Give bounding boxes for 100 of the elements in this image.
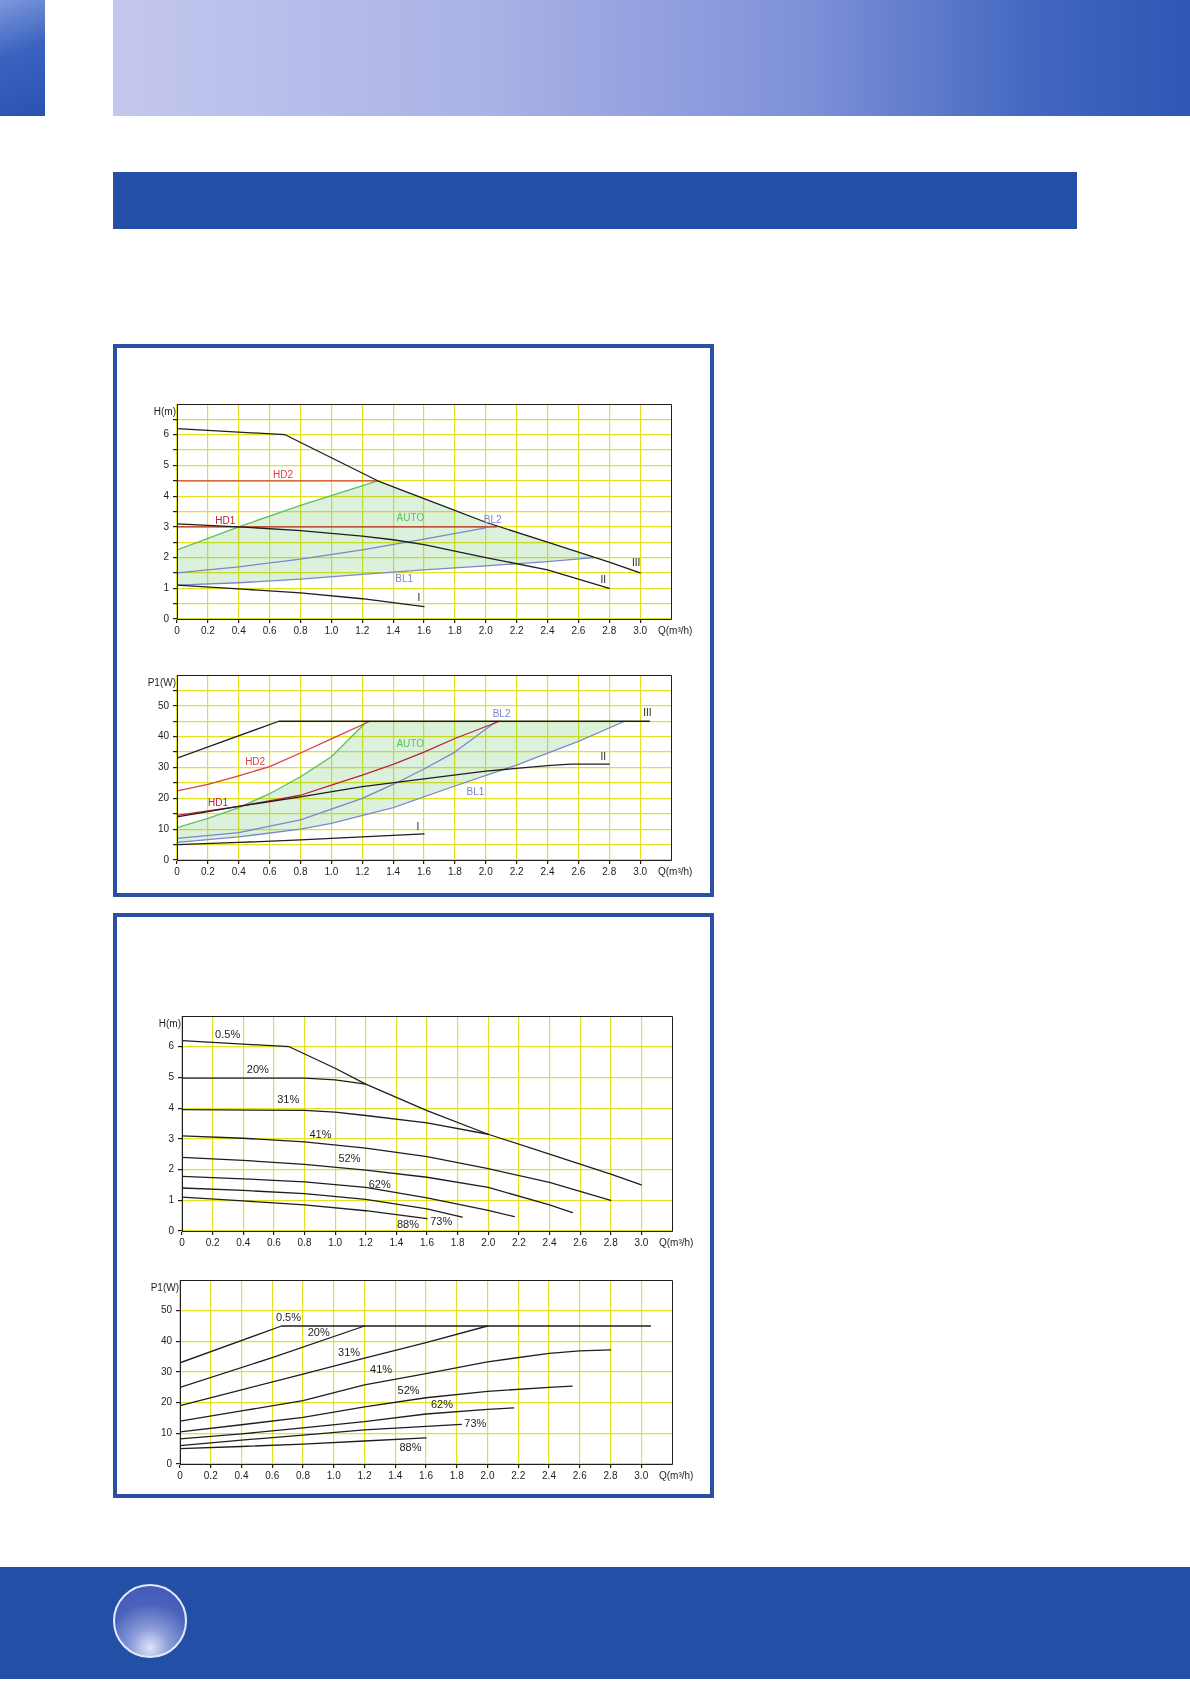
series-label: 62% — [368, 1177, 391, 1190]
y-tick-label: 50 — [157, 699, 170, 711]
x-tick-label: 0 — [179, 1236, 186, 1248]
series-label: III — [631, 556, 641, 568]
x-tick-label: 1.0 — [324, 865, 339, 877]
y-tick-label: 20 — [157, 792, 170, 804]
y-tick-label: 2 — [168, 1163, 175, 1175]
x-tick-label: 2.6 — [571, 624, 586, 636]
y-tick-label: 5 — [163, 459, 170, 471]
x-tick-label: 1.6 — [420, 1236, 435, 1248]
series-label: II — [600, 750, 607, 762]
x-tick-label: 2.8 — [602, 624, 617, 636]
series-label: II — [600, 574, 607, 586]
x-tick-label: 1.2 — [358, 1236, 374, 1248]
x-tick-label: 1.6 — [419, 1469, 434, 1481]
x-tick-label: 2.2 — [511, 1236, 527, 1248]
series-label: 73% — [464, 1417, 487, 1430]
series-label: 0.5% — [215, 1028, 241, 1041]
x-tick-label: 2.2 — [509, 624, 525, 636]
y-tick-label: 4 — [168, 1101, 175, 1113]
y-axis-title: H(m) — [153, 405, 176, 417]
x-tick-label: 1.4 — [388, 1469, 403, 1481]
x-tick-label: 2.6 — [571, 865, 586, 877]
series-label: III — [643, 707, 652, 718]
x-tick-label: 1.4 — [386, 865, 401, 877]
x-tick-label: 0.6 — [265, 1469, 280, 1481]
y-tick-label: 40 — [157, 730, 170, 742]
x-tick-label: 1.0 — [324, 624, 339, 636]
series-label: 52% — [338, 1151, 361, 1164]
x-tick-label: 2.8 — [603, 1236, 619, 1248]
x-tick-label: 0.2 — [205, 1236, 221, 1248]
series-label: BL1 — [395, 573, 414, 585]
x-tick-label: 3.0 — [634, 1469, 649, 1481]
x-tick-label: 1.8 — [447, 865, 463, 877]
x-tick-label: 2.8 — [602, 865, 617, 877]
x-tick-label: 0.6 — [262, 624, 278, 636]
y-axis-title: P1(W) — [147, 676, 176, 688]
x-tick-label: 1.2 — [357, 1469, 372, 1481]
y-tick-label: 10 — [157, 822, 170, 834]
y-tick-label: 10 — [160, 1427, 173, 1439]
x-tick-label: 2.0 — [478, 624, 494, 636]
x-tick-label: 0.8 — [296, 1469, 311, 1481]
series-label: 20% — [307, 1326, 330, 1339]
x-tick-label: 1.2 — [355, 624, 370, 636]
x-tick-label: 2.4 — [540, 865, 555, 877]
x-tick-label: 2.6 — [573, 1236, 588, 1248]
y-tick-label: 5 — [168, 1071, 175, 1083]
x-tick-label: 2.8 — [603, 1469, 618, 1481]
series-label: 31% — [277, 1093, 300, 1106]
x-tick-label: 2.4 — [542, 1469, 557, 1481]
y-tick-label: 1 — [163, 582, 170, 594]
series-label: 73% — [430, 1215, 453, 1228]
y-tick-label: 20 — [160, 1396, 173, 1408]
series-label: HD2 — [272, 468, 294, 480]
series-label: 88% — [396, 1217, 420, 1230]
series-label: 88% — [399, 1440, 422, 1453]
x-tick-label: 0.4 — [231, 624, 247, 636]
series-label: 0.5% — [275, 1311, 302, 1324]
y-tick-label: 0 — [163, 853, 170, 865]
x-tick-label: 2.0 — [478, 865, 494, 877]
y-tick-label: 4 — [163, 489, 170, 501]
y-tick-label: 0 — [163, 612, 170, 624]
x-tick-label: 0.4 — [231, 865, 247, 877]
y-tick-label: 30 — [157, 761, 170, 773]
series-label: I — [416, 820, 420, 832]
series-label: HD1 — [207, 797, 229, 809]
x-tick-label: 2.4 — [542, 1236, 557, 1248]
series-label: HD2 — [245, 755, 266, 767]
x-tick-label: 1.2 — [355, 865, 370, 877]
y-tick-label: 3 — [163, 520, 170, 532]
x-tick-label: 2.2 — [511, 1469, 526, 1481]
series-label: 52% — [397, 1384, 420, 1397]
x-tick-label: 2.0 — [480, 1469, 495, 1481]
x-tick-label: 2.2 — [509, 865, 525, 877]
y-tick-label: 3 — [168, 1132, 175, 1144]
y-tick-label: 1 — [168, 1194, 175, 1206]
x-tick-label: 2.4 — [540, 624, 555, 636]
x-tick-label: 0.8 — [293, 865, 308, 877]
x-tick-label: 0.2 — [203, 1469, 219, 1481]
x-tick-label: 0.6 — [262, 865, 278, 877]
series-label: HD1 — [215, 514, 236, 526]
x-tick-label: 0.2 — [200, 624, 216, 636]
y-tick-label: 6 — [168, 1040, 175, 1052]
x-tick-label: 0.8 — [293, 624, 308, 636]
x-tick-label: 0.8 — [297, 1236, 312, 1248]
x-tick-label: 3.0 — [634, 1236, 649, 1248]
series-label: BL2 — [492, 708, 511, 719]
x-tick-label: 1.0 — [328, 1236, 343, 1248]
y-axis-title: P1(W) — [150, 1281, 179, 1293]
y-tick-label: 2 — [163, 551, 170, 563]
x-tick-label: 1.8 — [449, 1469, 465, 1481]
y-tick-label: 0 — [168, 1224, 175, 1236]
y-tick-label: 6 — [163, 428, 170, 440]
y-tick-label: 40 — [160, 1335, 173, 1347]
x-tick-label: 1.4 — [389, 1236, 404, 1248]
x-tick-label: 1.8 — [447, 624, 463, 636]
y-tick-label: 50 — [160, 1304, 173, 1316]
y-tick-label: 30 — [160, 1365, 173, 1377]
series-label: I — [417, 592, 421, 604]
series-label: 31% — [338, 1346, 361, 1359]
